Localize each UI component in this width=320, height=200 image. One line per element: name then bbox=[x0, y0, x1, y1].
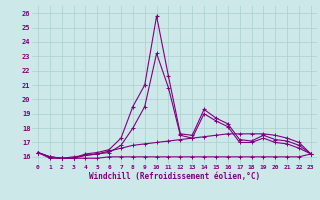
X-axis label: Windchill (Refroidissement éolien,°C): Windchill (Refroidissement éolien,°C) bbox=[89, 172, 260, 181]
